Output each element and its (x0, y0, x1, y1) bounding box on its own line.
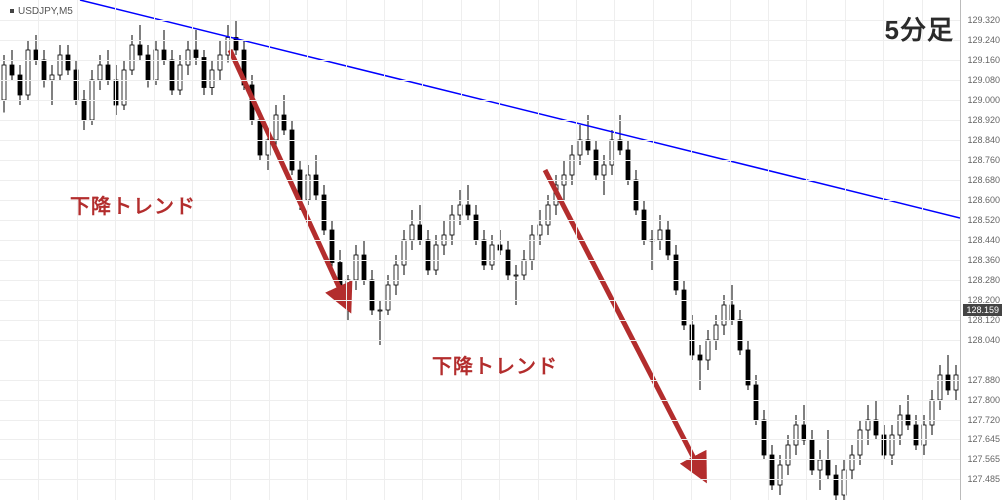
y-tick-label: 128.280 (967, 275, 1000, 285)
grid-line-h (0, 320, 960, 321)
symbol-dot-icon (10, 9, 14, 13)
grid-line-v (307, 0, 308, 500)
y-tick-label: 128.360 (967, 255, 1000, 265)
grid-line-h (0, 479, 960, 480)
y-tick-label: 129.320 (967, 15, 1000, 25)
y-tick-label: 129.000 (967, 95, 1000, 105)
y-tick-label: 127.485 (967, 474, 1000, 484)
y-tick-label: 128.040 (967, 335, 1000, 345)
grid-line-h (0, 439, 960, 440)
grid-line-h (0, 220, 960, 221)
grid-line-v (691, 0, 692, 500)
y-tick-label: 128.680 (967, 175, 1000, 185)
grid-line-h (0, 40, 960, 41)
y-tick-label: 127.880 (967, 375, 1000, 385)
grid-line-v (576, 0, 577, 500)
grid-line-v (192, 0, 193, 500)
downtrend-annotation: 下降トレンド (432, 350, 558, 379)
grid-line-v (115, 0, 116, 500)
y-tick-label: 129.160 (967, 55, 1000, 65)
grid-line-h (0, 380, 960, 381)
y-tick-label: 128.760 (967, 155, 1000, 165)
y-tick-label: 128.520 (967, 215, 1000, 225)
grid-line-h (0, 120, 960, 121)
current-price-tag: 128.159 (963, 304, 1002, 316)
grid-line-v (768, 0, 769, 500)
grid-line-h (0, 420, 960, 421)
timeframe-label: 5分足 (885, 10, 954, 47)
grid-line-v (653, 0, 654, 500)
grid-line-v (384, 0, 385, 500)
grid-line-h (0, 300, 960, 301)
grid-line-v (538, 0, 539, 500)
y-tick-label: 127.645 (967, 434, 1000, 444)
grid-line-v (499, 0, 500, 500)
grid-line-h (0, 280, 960, 281)
grid-line-v (422, 0, 423, 500)
y-tick-label: 128.120 (967, 315, 1000, 325)
grid-line-v (77, 0, 78, 500)
y-tick-label: 128.440 (967, 235, 1000, 245)
grid-line-v (845, 0, 846, 500)
y-tick-label: 128.840 (967, 135, 1000, 145)
chart-plot-area[interactable] (0, 0, 960, 500)
grid-line-h (0, 60, 960, 61)
grid-line-v (230, 0, 231, 500)
y-tick-label: 127.720 (967, 415, 1000, 425)
grid-line-h (0, 20, 960, 21)
grid-line-v (730, 0, 731, 500)
grid-line-v (461, 0, 462, 500)
y-tick-label: 127.565 (967, 454, 1000, 464)
grid-line-h (0, 180, 960, 181)
y-tick-label: 128.600 (967, 195, 1000, 205)
symbol-label: USDJPY,M5 (10, 6, 73, 17)
grid-line-h (0, 400, 960, 401)
grid-line-h (0, 260, 960, 261)
grid-line-h (0, 240, 960, 241)
grid-line-v (922, 0, 923, 500)
y-tick-label: 128.920 (967, 115, 1000, 125)
grid-line-v (806, 0, 807, 500)
downtrend-annotation: 下降トレンド (70, 190, 196, 219)
grid-line-h (0, 160, 960, 161)
grid-line-h (0, 100, 960, 101)
y-tick-label: 129.240 (967, 35, 1000, 45)
candlestick-layer (0, 0, 960, 500)
y-axis: 127.485 127.565 127.645 127.720 127.800 127.8… (960, 0, 1002, 500)
y-tick-label: 129.080 (967, 75, 1000, 85)
grid-line-h (0, 340, 960, 341)
grid-line-h (0, 459, 960, 460)
y-tick-label: 127.800 (967, 395, 1000, 405)
symbol-text: USDJPY,M5 (18, 6, 73, 17)
grid-line-h (0, 140, 960, 141)
grid-line-v (269, 0, 270, 500)
grid-line-v (346, 0, 347, 500)
grid-line-v (883, 0, 884, 500)
grid-line-v (38, 0, 39, 500)
grid-line-v (614, 0, 615, 500)
grid-line-h (0, 80, 960, 81)
grid-line-v (154, 0, 155, 500)
